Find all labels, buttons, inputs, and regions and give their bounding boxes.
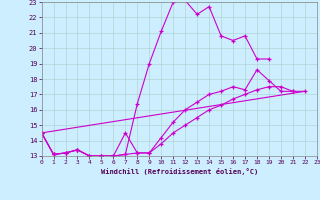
X-axis label: Windchill (Refroidissement éolien,°C): Windchill (Refroidissement éolien,°C) — [100, 168, 258, 175]
